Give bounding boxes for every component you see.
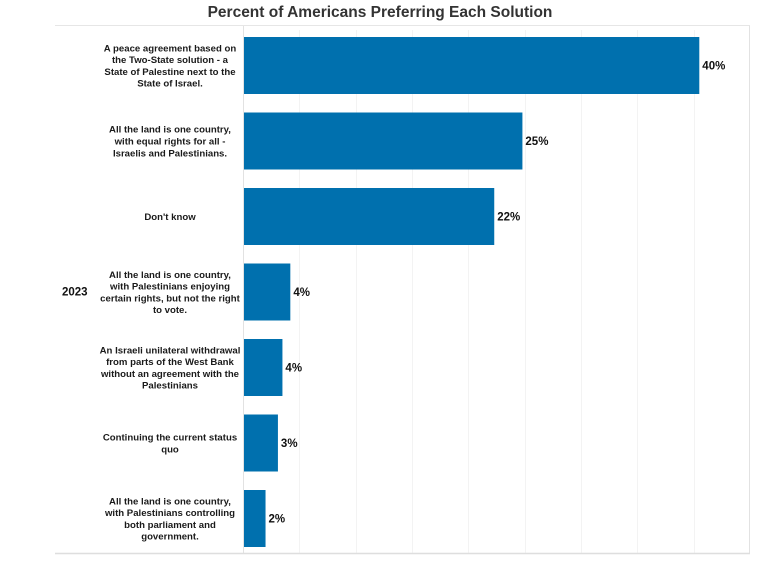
category-label: All the land is one country, with equal r… (109, 125, 231, 160)
category-label: An Israeli unilateral withdrawal from par… (100, 345, 241, 391)
value-label: 3% (281, 438, 298, 450)
category-label: A peace agreement based on the Two-State … (104, 43, 237, 89)
bar (244, 188, 495, 245)
value-label: 2% (269, 514, 286, 526)
category-label: All the land is one country, with Palesti… (100, 270, 240, 316)
bar (244, 112, 523, 170)
gridlines (55, 25, 750, 555)
value-labels: 40% 25% 22% 4% 4% 3% 2% (269, 61, 726, 526)
bar (244, 339, 283, 396)
bar (244, 37, 700, 94)
value-label: 4% (285, 363, 302, 375)
category-label: Continuing the current status quo (103, 433, 237, 456)
year-label: 2023 (62, 287, 88, 299)
value-label: 4% (293, 287, 310, 299)
value-label: 22% (497, 212, 520, 224)
bars (244, 37, 700, 547)
chart-title: Percent of Americans Preferring Each Sol… (207, 4, 553, 21)
bar (244, 490, 266, 547)
value-label: 40% (702, 61, 725, 73)
bar (244, 414, 278, 472)
bar (244, 263, 291, 321)
category-label: Don't know (144, 212, 196, 223)
value-label: 25% (525, 136, 548, 148)
category-labels: A peace agreement based on the Two-State … (100, 43, 241, 542)
category-label: All the land is one country, with Palesti… (104, 496, 235, 542)
